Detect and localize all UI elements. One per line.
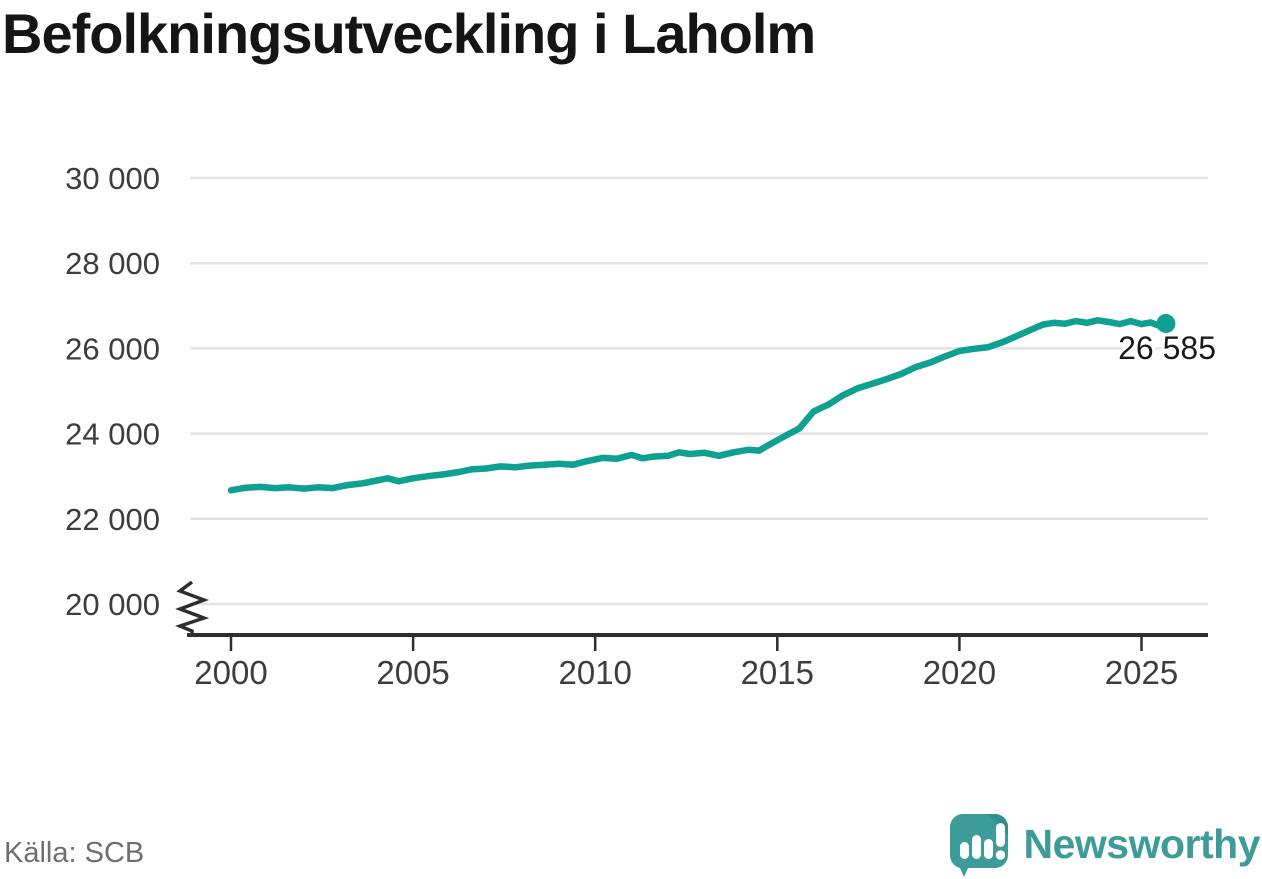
- x-axis-tick-label: 2010: [558, 654, 631, 691]
- x-axis-tick-label: 2005: [376, 654, 449, 691]
- y-axis-tick-label: 26 000: [65, 331, 160, 366]
- exclamation-mark-icon: [995, 823, 1005, 847]
- chart-bar-icon: [983, 839, 993, 859]
- y-axis-tick-label: 30 000: [65, 161, 160, 196]
- newsworthy-bubble-chart-icon: [949, 814, 1008, 877]
- x-axis-tick-label: 2025: [1105, 654, 1178, 691]
- x-axis-tick-label: 2000: [194, 654, 267, 691]
- population-line-chart: 30 000 28 000 26 000 24 000 22 000 20 000 2000…: [65, 161, 1216, 691]
- y-axis-tick-label: 24 000: [65, 417, 160, 452]
- chart-bar-icon: [959, 842, 969, 859]
- population-line-series: [227, 317, 1170, 494]
- exclamation-dot: [995, 850, 1005, 860]
- brand-name: Newsworthy: [1023, 820, 1261, 867]
- chart-title: Befolkningsutveckling i Laholm: [2, 2, 816, 65]
- source-note: Källa: SCB: [4, 837, 145, 869]
- latest-point-marker: [1156, 313, 1176, 333]
- latest-value-label: 26 585: [1118, 330, 1216, 366]
- newsworthy-logo: Newsworthy: [946, 810, 1261, 878]
- chart-bar-icon: [971, 835, 981, 859]
- x-axis-tick-label: 2020: [923, 654, 996, 691]
- axis-break-icon: [175, 580, 210, 635]
- y-axis-tick-label: 28 000: [65, 246, 160, 281]
- y-axis-tick-label: 22 000: [65, 502, 160, 537]
- y-axis-tick-label: 20 000: [65, 587, 160, 622]
- x-axis-tick-label: 2015: [741, 654, 814, 691]
